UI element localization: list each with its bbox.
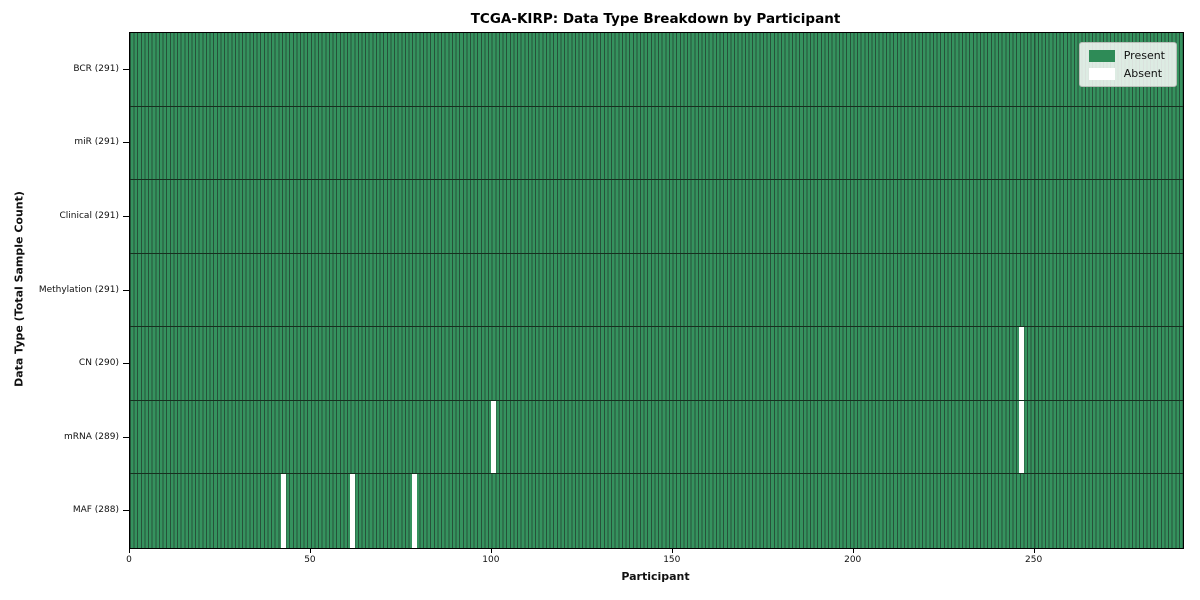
xtick-label-0: 0 <box>126 555 132 565</box>
absent-cell-MAF-61 <box>350 474 356 548</box>
ytick-label-BCR: BCR (291) <box>73 63 119 74</box>
xtick-label-250: 250 <box>1025 555 1043 565</box>
ytick-mark <box>123 289 129 291</box>
legend-item-absent: Absent <box>1088 67 1165 80</box>
ytick-mark <box>123 436 129 438</box>
row-miR <box>130 107 1183 181</box>
xtick-mark <box>129 548 130 553</box>
absent-cell-MAF-42 <box>281 474 287 548</box>
xtick-label-50: 50 <box>304 555 316 565</box>
absent-cell-CN-246 <box>1019 327 1025 400</box>
ytick-label-miR: miR (291) <box>74 137 119 148</box>
x-axis-title: Participant <box>621 570 690 583</box>
ytick-mark <box>123 68 129 70</box>
absent-swatch-icon <box>1088 67 1115 80</box>
ytick-label-Methylation: Methylation (291) <box>38 284 119 295</box>
absent-cell-mRNA-100 <box>491 400 497 474</box>
ytick-mark <box>123 142 129 144</box>
ytick-label-Clinical: Clinical (291) <box>59 210 119 221</box>
row-CN <box>130 327 1183 401</box>
ytick-label-MAF: MAF (288) <box>72 505 119 516</box>
ytick-label-CN: CN (290) <box>78 358 119 369</box>
xtick-label-200: 200 <box>844 555 862 565</box>
present-swatch-icon <box>1088 49 1115 62</box>
ytick-mark <box>123 510 129 512</box>
xtick-label-150: 150 <box>663 555 681 565</box>
ytick-mark <box>123 363 129 365</box>
plot-area: Present Absent <box>129 32 1184 549</box>
legend: Present Absent <box>1078 42 1177 87</box>
xtick-mark <box>671 548 673 553</box>
xtick-label-100: 100 <box>482 555 500 565</box>
ytick-label-mRNA: mRNA (289) <box>64 431 119 442</box>
xtick-mark <box>852 548 854 553</box>
legend-label-absent: Absent <box>1123 67 1163 80</box>
row-Methylation <box>130 254 1183 328</box>
chart-title: TCGA-KIRP: Data Type Breakdown by Partic… <box>470 11 841 27</box>
ytick-mark <box>123 215 129 217</box>
row-MAF <box>130 474 1183 548</box>
legend-item-present: Present <box>1088 49 1165 62</box>
absent-cell-MAF-78 <box>411 474 417 548</box>
legend-label-present: Present <box>1123 49 1165 62</box>
xtick-mark <box>309 548 311 553</box>
absent-cell-mRNA-246 <box>1019 400 1025 474</box>
xtick-mark <box>490 548 492 553</box>
row-mRNA <box>130 400 1183 475</box>
xtick-mark <box>1033 548 1035 553</box>
row-BCR <box>130 33 1183 107</box>
row-Clinical <box>130 180 1183 254</box>
